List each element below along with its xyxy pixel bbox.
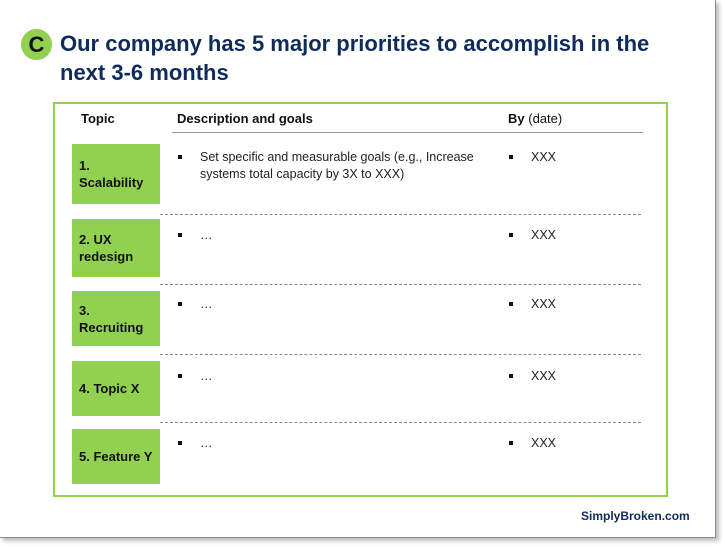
by-date: XXX <box>531 297 557 311</box>
header-rule <box>172 132 643 133</box>
badge: C <box>21 29 52 60</box>
by-date: XXX <box>531 150 557 164</box>
bullet <box>509 374 513 378</box>
header-by-label: By <box>508 111 525 126</box>
bullet <box>509 441 513 445</box>
bullet <box>178 374 182 378</box>
title: Our company has 5 major priorities to ac… <box>60 31 650 85</box>
description: … <box>200 436 213 450</box>
topic-box: 4. Topic X <box>72 361 160 416</box>
row-separator <box>160 284 641 285</box>
bullet <box>509 302 513 306</box>
header-by-note: (date) <box>528 111 563 126</box>
slide: C Our company has 5 major priorities to … <box>0 0 716 538</box>
bullet <box>509 233 513 237</box>
bullet <box>178 441 182 445</box>
by-date: XXX <box>531 369 557 383</box>
topic-box: 1. Scalability <box>72 144 160 204</box>
bullet <box>178 155 182 159</box>
topic-box: 3. Recruiting <box>72 291 160 346</box>
row-separator <box>160 422 641 423</box>
header-topic: Topic <box>81 111 115 126</box>
row-separator <box>160 214 641 215</box>
description: … <box>200 228 213 242</box>
topic-box: 2. UX redesign <box>72 219 160 277</box>
row-separator <box>160 354 641 355</box>
topic-box: 5. Feature Y <box>72 429 160 484</box>
header-by: By (date) <box>508 111 562 126</box>
bullet <box>509 155 513 159</box>
header-description: Description and goals <box>177 111 313 126</box>
description: … <box>200 369 213 383</box>
footer: SimplyBroken.com <box>581 509 690 523</box>
by-date: XXX <box>531 436 557 450</box>
table-frame <box>53 102 668 497</box>
by-date: XXX <box>531 228 557 242</box>
description: Set specific and measurable goals (e.g.,… <box>200 150 474 181</box>
bullet <box>178 302 182 306</box>
bullet <box>178 233 182 237</box>
description: … <box>200 297 213 311</box>
